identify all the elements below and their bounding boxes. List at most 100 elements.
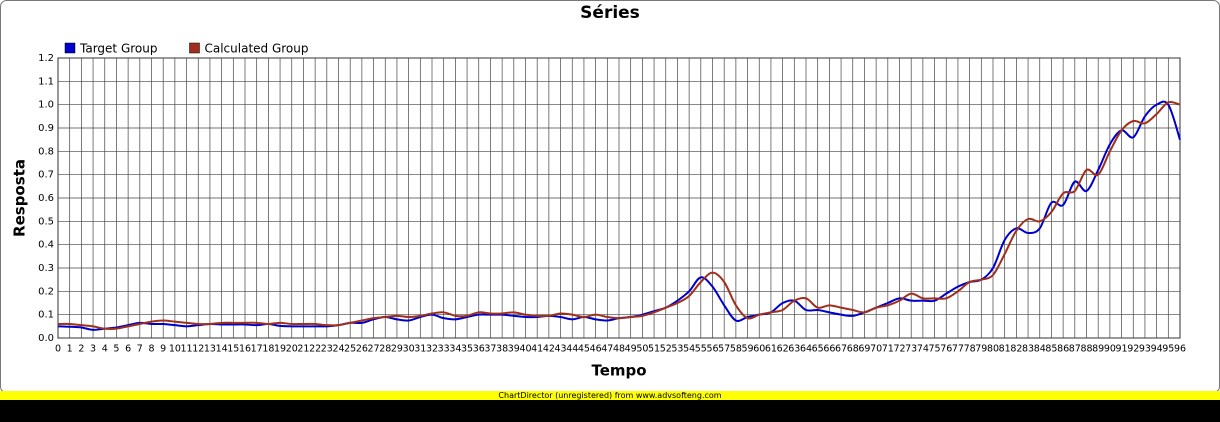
- x-tick-label: 56: [706, 344, 718, 355]
- x-tick-label: 75: [929, 344, 941, 355]
- x-tick-label: 0: [55, 344, 61, 355]
- x-tick-label: 42: [543, 344, 555, 355]
- x-tick-label: 51: [648, 344, 660, 355]
- x-tick-label: 96: [1174, 344, 1186, 355]
- x-tick-label: 18: [262, 344, 274, 355]
- x-tick-label: 12: [192, 344, 204, 355]
- x-tick-label: 19: [274, 344, 286, 355]
- y-tick-label: 0.9: [38, 123, 54, 134]
- x-tick-label: 94: [1151, 344, 1163, 355]
- x-tick-label: 1: [67, 344, 73, 355]
- x-tick-label: 15: [227, 344, 239, 355]
- x-tick-label: 24: [332, 344, 344, 355]
- x-tick-label: 13: [204, 344, 216, 355]
- x-tick-label: 11: [181, 344, 193, 355]
- y-tick-label: 1.1: [38, 76, 54, 87]
- x-tick-label: 92: [1127, 344, 1139, 355]
- x-tick-label: 26: [356, 344, 368, 355]
- y-tick-label: 0.2: [38, 286, 54, 297]
- x-tick-label: 33: [438, 344, 450, 355]
- x-tick-label: 79: [975, 344, 987, 355]
- x-tick-label: 68: [847, 344, 859, 355]
- x-tick-label: 77: [952, 344, 964, 355]
- x-tick-label: 5: [113, 344, 119, 355]
- x-tick-label: 43: [555, 344, 567, 355]
- x-tick-label: 40: [519, 344, 531, 355]
- x-tick-label: 17: [251, 344, 263, 355]
- x-tick-label: 81: [999, 344, 1011, 355]
- x-tick-label: 58: [730, 344, 742, 355]
- x-tick-label: 25: [344, 344, 356, 355]
- x-tick-label: 8: [148, 344, 154, 355]
- x-tick-label: 90: [1104, 344, 1116, 355]
- legend-label: Calculated Group: [204, 42, 308, 56]
- x-tick-label: 72: [893, 344, 905, 355]
- x-tick-label: 78: [964, 344, 976, 355]
- x-tick-label: 49: [625, 344, 637, 355]
- x-tick-label: 44: [566, 344, 578, 355]
- x-tick-label: 76: [940, 344, 952, 355]
- bottom-bar: [0, 400, 1220, 422]
- y-tick-label: 1.2: [38, 53, 54, 64]
- x-tick-label: 35: [461, 344, 473, 355]
- x-tick-label: 61: [765, 344, 777, 355]
- x-tick-label: 38: [496, 344, 508, 355]
- x-axis-label: Tempo: [591, 362, 646, 380]
- x-tick-label: 69: [858, 344, 870, 355]
- x-tick-label: 4: [102, 344, 108, 355]
- y-tick-label: 0.5: [38, 216, 54, 227]
- x-tick-label: 55: [695, 344, 707, 355]
- y-tick-label: 0.1: [38, 310, 54, 321]
- x-tick-label: 37: [484, 344, 496, 355]
- x-tick-label: 54: [683, 344, 695, 355]
- x-tick-label: 53: [671, 344, 683, 355]
- x-tick-label: 65: [812, 344, 824, 355]
- x-tick-label: 64: [800, 344, 812, 355]
- x-tick-label: 46: [590, 344, 602, 355]
- x-tick-label: 91: [1116, 344, 1128, 355]
- x-tick-label: 10: [169, 344, 181, 355]
- x-tick-label: 45: [578, 344, 590, 355]
- x-tick-label: 36: [473, 344, 485, 355]
- x-tick-label: 32: [426, 344, 438, 355]
- x-tick-label: 31: [414, 344, 426, 355]
- x-tick-label: 87: [1069, 344, 1081, 355]
- x-tick-label: 73: [905, 344, 917, 355]
- x-tick-label: 29: [391, 344, 403, 355]
- x-tick-label: 83: [1022, 344, 1034, 355]
- x-tick-label: 48: [613, 344, 625, 355]
- x-tick-label: 21: [297, 344, 309, 355]
- x-tick-label: 60: [753, 344, 765, 355]
- x-tick-label: 28: [379, 344, 391, 355]
- y-tick-label: 0.6: [38, 193, 54, 204]
- y-tick-label: 0.8: [38, 146, 54, 157]
- x-tick-label: 14: [216, 344, 228, 355]
- x-tick-label: 9: [160, 344, 166, 355]
- x-tick-label: 89: [1092, 344, 1104, 355]
- x-tick-label: 57: [718, 344, 730, 355]
- x-tick-label: 52: [660, 344, 672, 355]
- x-tick-label: 6: [125, 344, 131, 355]
- x-tick-label: 86: [1057, 344, 1069, 355]
- x-tick-label: 70: [870, 344, 882, 355]
- x-tick-label: 67: [835, 344, 847, 355]
- x-tick-label: 47: [601, 344, 613, 355]
- footer-band: [0, 391, 1220, 400]
- x-tick-label: 3: [90, 344, 96, 355]
- x-tick-label: 20: [286, 344, 298, 355]
- x-tick-label: 93: [1139, 344, 1151, 355]
- footer: ChartDirector (unregistered) from www.ad…: [498, 391, 721, 400]
- chart-title: Séries: [580, 3, 640, 23]
- y-tick-label: 1.0: [38, 100, 54, 111]
- x-tick-label: 2: [78, 344, 84, 355]
- x-tick-label: 66: [823, 344, 835, 355]
- x-tick-label: 82: [1010, 344, 1022, 355]
- x-tick-label: 22: [309, 344, 321, 355]
- x-tick-label: 7: [137, 344, 143, 355]
- x-tick-label: 59: [742, 344, 754, 355]
- x-tick-label: 88: [1080, 344, 1092, 355]
- x-tick-label: 62: [777, 344, 789, 355]
- x-tick-label: 39: [508, 344, 520, 355]
